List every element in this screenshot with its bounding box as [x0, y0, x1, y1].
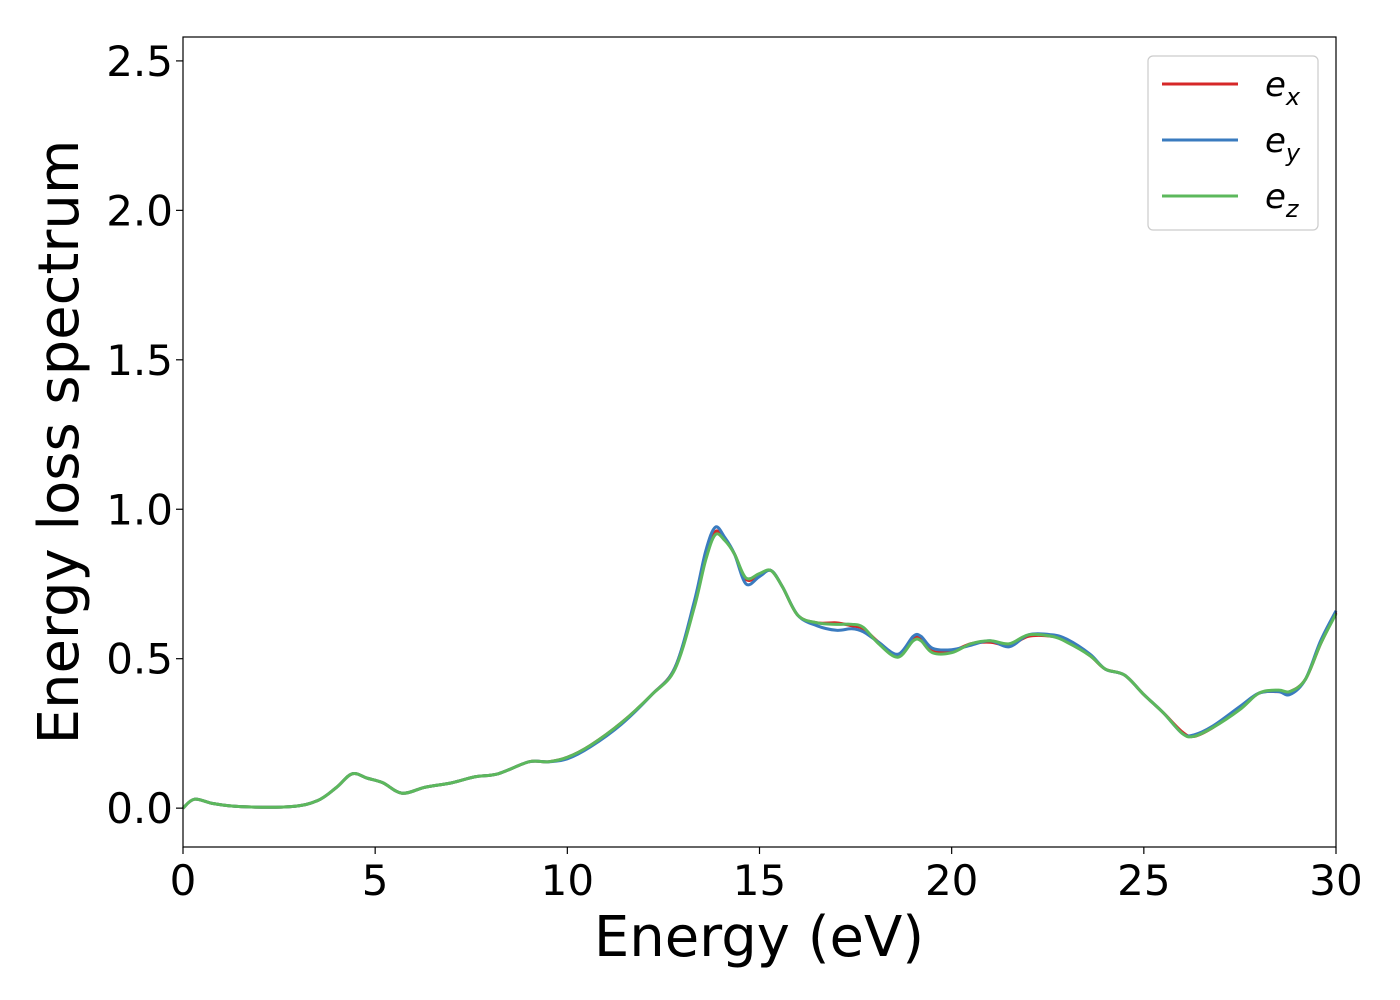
x-tick-label: 30	[1309, 856, 1362, 905]
legend-label-subscript: x	[1285, 83, 1301, 111]
series-line-e-y	[181, 525, 1338, 810]
y-tick-label: 1.5	[106, 336, 173, 385]
y-tick-label: 2.5	[106, 37, 173, 86]
series-layer	[181, 525, 1338, 810]
x-axis-ticks: 0 5 10 15 20 25 30	[170, 847, 1363, 905]
series-line-e-z	[181, 532, 1338, 810]
x-tick-label: 5	[362, 856, 389, 905]
x-tick-label: 20	[925, 856, 978, 905]
legend-label-base: e	[1265, 65, 1286, 105]
legend-label-base: e	[1265, 121, 1286, 161]
legend-label-e-y: ey	[1265, 121, 1301, 167]
x-tick-label: 25	[1117, 856, 1170, 905]
y-tick-label: 0.5	[106, 635, 173, 684]
x-tick-label: 0	[170, 856, 197, 905]
y-tick-label: 0.0	[106, 784, 173, 833]
legend-label-subscript: z	[1285, 195, 1300, 223]
y-tick-label: 2.0	[106, 186, 173, 235]
legend-label-e-x: ex	[1265, 65, 1301, 111]
x-tick-label: 10	[541, 856, 594, 905]
x-axis-label: Energy (eV)	[594, 905, 924, 970]
legend-label-e-z: ez	[1265, 177, 1300, 223]
legend-box	[1147, 55, 1319, 231]
legend-label-subscript: y	[1285, 139, 1301, 167]
x-tick-label: 15	[733, 856, 786, 905]
legend-label-base: e	[1265, 177, 1286, 217]
y-axis-ticks: 0.0 0.5 1.0 1.5 2.0 2.5	[106, 37, 183, 833]
y-tick-label: 1.0	[106, 485, 173, 534]
y-axis-label: Energy loss spectrum	[27, 140, 92, 745]
